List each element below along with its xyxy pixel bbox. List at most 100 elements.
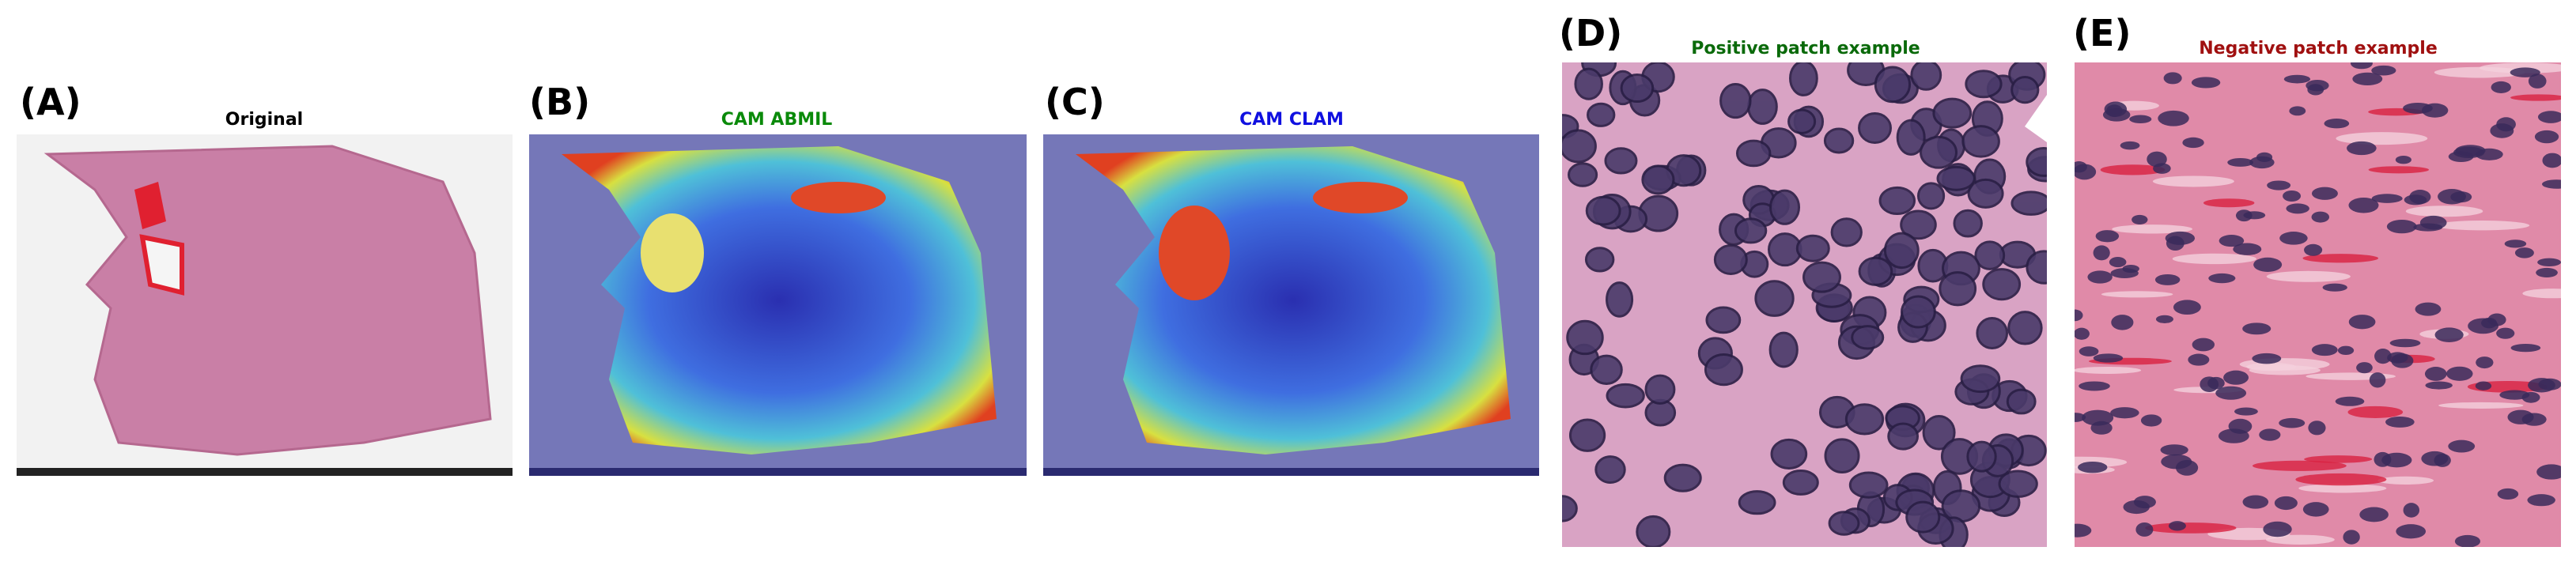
nucleus	[2487, 313, 2506, 326]
nucleus	[2454, 534, 2481, 547]
nucleus	[1574, 67, 1603, 100]
nucleus	[2093, 353, 2124, 363]
nucleus	[2155, 315, 2173, 323]
nucleus	[2304, 243, 2323, 256]
panel-label: (E)	[2073, 12, 2131, 55]
nucleus	[2158, 110, 2189, 126]
panel-a: (A) Original	[17, 81, 513, 476]
nucleus	[2104, 101, 2128, 117]
nucleus	[2351, 62, 2373, 70]
nucleus	[2348, 197, 2379, 213]
panel-label: (C)	[1045, 81, 1105, 123]
nucleus	[2371, 65, 2396, 76]
patch-image	[1562, 62, 2047, 547]
patch-image	[2075, 62, 2561, 547]
nucleus	[1590, 354, 1623, 385]
nucleus	[2093, 245, 2110, 261]
nucleus	[2434, 453, 2451, 467]
nucleus	[1896, 119, 1926, 156]
nucleus	[2491, 81, 2511, 93]
nucleus	[1916, 182, 1946, 210]
nucleus	[2246, 362, 2297, 372]
lumen	[139, 234, 184, 296]
nucleus	[2026, 147, 2047, 177]
hotspot	[791, 182, 886, 213]
nucleus	[2528, 74, 2547, 89]
nucleus	[2307, 84, 2324, 96]
nucleus	[2079, 381, 2110, 391]
nucleus	[2145, 522, 2237, 534]
nucleus	[2087, 270, 2113, 284]
hemorrhage	[134, 182, 166, 229]
nucleus	[2337, 345, 2355, 356]
nucleus	[2160, 444, 2188, 456]
hotspot	[1313, 182, 1408, 213]
nucleus	[2302, 502, 2329, 517]
nucleus	[2374, 451, 2392, 467]
nucleus	[2122, 264, 2139, 273]
nucleus	[1644, 374, 1676, 405]
nucleus	[2172, 253, 2256, 265]
nucleus	[2510, 94, 2561, 101]
nucleus	[2249, 156, 2275, 169]
nucleus	[2173, 300, 2201, 315]
nucleus	[2233, 243, 2262, 255]
nucleus	[2453, 146, 2485, 159]
nucleus	[2542, 153, 2561, 168]
nucleus	[2434, 327, 2464, 342]
nucleus	[1704, 353, 1743, 387]
nucleus	[2403, 102, 2433, 114]
nucleus	[2405, 206, 2483, 217]
nucleus	[2168, 521, 2186, 531]
nucleus	[1960, 364, 2001, 394]
nucleus	[1922, 414, 1956, 451]
nucleus	[2101, 291, 2173, 298]
nucleus	[2311, 187, 2338, 200]
nucleus	[2537, 258, 2561, 266]
nucleus	[1910, 62, 1942, 91]
nucleus	[1768, 331, 1799, 368]
nucleus	[1967, 178, 2004, 209]
nucleus	[2522, 289, 2561, 299]
nucleus	[2389, 338, 2421, 348]
nucleus	[1974, 240, 2006, 270]
nucleus	[2208, 273, 2236, 284]
nucleus	[1584, 247, 1615, 273]
heatmap	[1076, 146, 1511, 455]
nucleus	[2371, 194, 2403, 203]
nucleus	[2475, 381, 2492, 390]
nucleus	[1735, 139, 1772, 168]
nucleus	[1976, 317, 2009, 350]
nucleus	[1747, 89, 1778, 125]
nucleus	[2415, 302, 2442, 316]
nucleus	[1824, 438, 1860, 474]
nucleus	[2537, 111, 2561, 123]
nucleus	[1738, 490, 1776, 515]
nucleus	[1830, 217, 1863, 247]
nucleus	[2006, 388, 2037, 415]
nucleus	[1823, 127, 1855, 154]
nucleus	[2259, 428, 2281, 441]
nucleus	[2322, 283, 2347, 292]
nucleus	[2504, 240, 2527, 248]
nucleus	[1795, 234, 1830, 262]
nucleus	[2112, 224, 2193, 234]
nucleus	[2163, 72, 2182, 85]
nucleus	[1562, 495, 1578, 522]
nucleus	[2140, 414, 2162, 427]
nucleus	[2242, 495, 2269, 509]
nucleus	[2165, 231, 2196, 245]
panel-title: CAM CLAM	[1239, 110, 1344, 130]
nucleus	[1789, 62, 1818, 96]
panel-label: (B)	[529, 81, 590, 123]
nucleus	[2445, 366, 2473, 381]
nucleus	[2476, 356, 2494, 369]
nucleus	[2010, 190, 2047, 216]
nucleus	[2147, 151, 2167, 168]
panel-title: Negative patch example	[2199, 39, 2437, 58]
nucleus	[2387, 352, 2408, 364]
nucleus	[2424, 367, 2447, 381]
nucleus	[1568, 162, 1598, 187]
nucleus	[2252, 353, 2282, 364]
